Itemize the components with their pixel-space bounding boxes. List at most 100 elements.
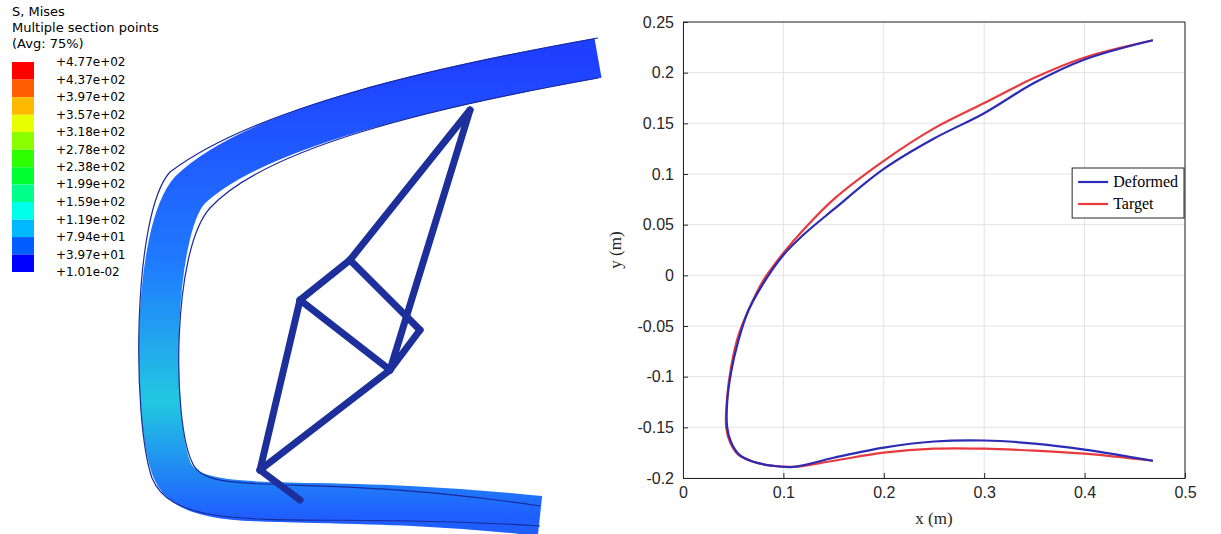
series-line [727,40,1153,467]
figure: S, MisesMultiple section points(Avg: 75%… [0,0,1221,534]
y-tick: 0.2 [652,64,688,81]
legend-label: Deformed [1113,173,1178,190]
colorbar-cell [12,150,34,168]
contour-panel: S, MisesMultiple section points(Avg: 75%… [12,4,598,526]
mechanism-strut [300,260,350,300]
legend-title: S, Mises [12,4,65,19]
x-tick-label: 0.1 [773,484,795,501]
y-tick-mark [683,478,688,479]
colorbar-cell [12,97,34,115]
y-tick: -0.2 [646,470,688,487]
x-tick: 0.3 [974,473,996,501]
legend-swatch [1078,181,1108,183]
colorbar-label: +1.99e+02 [56,177,125,191]
y-tick-mark [683,174,688,175]
y-tick-mark [683,275,688,276]
colorbar-cell [12,237,34,254]
colorbar-label: +7.94e+01 [56,230,125,244]
colorbar-cell [12,202,34,220]
series-line [726,40,1153,467]
x-tick-mark [783,473,784,478]
x-grid-line [883,22,884,478]
colorbar-cell [12,115,34,132]
frame-line [683,22,1185,23]
x-tick-label: 0.2 [873,484,895,501]
colorbar-label: +2.78e+02 [56,143,125,157]
y-grid-line [683,22,1185,23]
y-tick-label: -0.15 [638,419,675,436]
x-axis-line [684,478,1186,479]
y-axis-line [683,23,684,479]
colorbar-label: +1.59e+02 [56,195,125,209]
legend-swatch [1078,203,1108,205]
x-tick-label: 0.4 [1074,484,1096,501]
y-tick-label: 0.05 [643,216,674,233]
colorbar-cell [12,184,34,202]
y-tick-mark [683,225,688,226]
mechanism-strut [300,300,390,370]
y-grid-line [683,376,1185,377]
y-tick-mark [683,22,688,23]
mechanism-strut [390,330,420,370]
y-tick-label: -0.1 [646,368,674,385]
colorbar-label: +1.19e+02 [56,213,125,227]
colorbar-label: +4.77e+02 [56,55,125,69]
colorbar-label: +3.18e+02 [56,125,125,139]
x-tick: 0.5 [1174,473,1196,501]
wing-skin [159,58,598,516]
colorbar-label: +2.38e+02 [56,160,125,174]
x-tick-label: 0.5 [1174,484,1196,501]
x-grid-line [683,22,684,478]
colorbar-cell [12,167,34,184]
x-axis: 0 0.1 0.2 0.3 0.4 0.5 [679,473,1197,501]
x-tick-label: 0.3 [974,484,996,501]
mechanism-strut [260,470,300,500]
y-tick-label: -0.2 [646,470,674,487]
colorbar-label: +3.57e+02 [56,108,125,122]
legend-annotation: (Avg: 75%) [12,36,84,51]
y-tick-label: 0.15 [643,115,674,132]
legend: Deformed Target [1072,168,1184,218]
frame-line [1185,22,1186,478]
y-grid-line [683,123,1185,124]
fe-model [139,38,598,526]
x-tick-mark [1185,473,1186,478]
y-grid-line [683,275,1185,276]
y-tick-label: 0.1 [652,166,674,183]
x-grid-line [984,22,985,478]
y-tick: -0.15 [638,419,688,436]
y-tick: 0.25 [643,14,688,31]
y-tick: 0.05 [643,216,688,233]
y-grid-line [683,326,1185,327]
y-grid-line [683,427,1185,428]
x-grid-line [1084,22,1085,478]
y-tick-mark [683,326,688,327]
y-tick-label: 0 [665,267,674,284]
y-tick-mark [683,427,688,428]
wing-skin-edge [139,38,598,526]
colorbar-label: +4.37e+02 [56,73,125,87]
y-grid-line [683,224,1185,225]
x-axis-title: x (m) [915,509,952,528]
y-axis: -0.2 -0.15 -0.1 -0.05 0 0.05 0.1 0.15 0.2 0.25 [638,14,688,487]
colorbar-cell [12,132,34,150]
legend-label: Target [1113,195,1154,213]
x-tick: 0.2 [873,473,895,501]
mechanism-strut [260,370,390,470]
y-grid-line [683,478,1185,479]
x-tick-mark [984,473,985,478]
x-tick-label: 0 [679,484,688,501]
y-tick: 0.15 [643,115,688,132]
colorbar-cell [12,80,34,98]
colorbar-cell [12,62,34,80]
colorbar-label: +3.97e+01 [56,248,125,262]
y-tick-label: -0.05 [638,318,675,335]
y-tick: 0 [665,267,688,284]
colorbar-cell [12,255,34,272]
y-grid-line [683,72,1185,73]
line-panel: 0 0.1 0.2 0.3 0.4 0.5 -0.2 -0.15 -0.1 -0.05 0 0.05 0… [606,14,1197,528]
mechanism-strut [350,260,420,330]
y-tick: -0.1 [646,368,688,385]
colorbar-label: +3.97e+02 [56,90,125,104]
x-tick-mark [1085,473,1086,478]
